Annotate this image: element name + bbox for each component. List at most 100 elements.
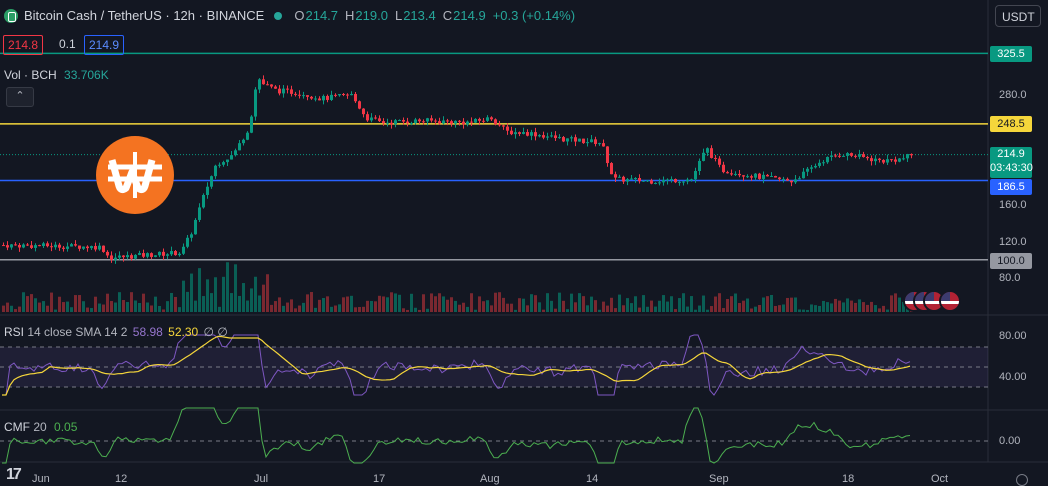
candle-body: [10, 244, 13, 248]
volume-bar: [318, 299, 321, 312]
settings-icon[interactable]: [1016, 474, 1028, 486]
volume-bar: [14, 309, 17, 312]
symbol-title[interactable]: Bitcoin Cash / TetherUS · 12h · BINANCE: [24, 8, 265, 23]
volume-bar: [742, 300, 745, 312]
volume-bar: [502, 297, 505, 312]
chevron-up-icon: ⌃: [15, 90, 25, 102]
candle-body: [702, 152, 705, 161]
volume-bar: [170, 292, 173, 312]
level-tag-248: 248.5: [990, 116, 1032, 132]
candle-body: [298, 94, 301, 96]
rsi-tick: 40.00: [999, 371, 1027, 383]
candle-body: [522, 132, 525, 134]
volume-bar: [254, 276, 257, 312]
candle-body: [282, 88, 285, 94]
cmf-legend: CMF 20 0.05: [4, 420, 77, 434]
collapse-legend-button[interactable]: ⌃: [6, 87, 34, 107]
volume-bar: [782, 304, 785, 312]
volume-bar: [582, 296, 585, 312]
candle-body: [750, 176, 753, 178]
volume-bar: [534, 295, 537, 312]
bitcoin-cash-watermark-logo: [96, 136, 174, 214]
volume-bar: [554, 308, 557, 312]
candle-body: [674, 178, 677, 183]
candle-body: [738, 173, 741, 176]
candle-body: [610, 163, 613, 175]
candle-body: [862, 154, 865, 158]
volume-bar: [538, 302, 541, 312]
candle-body: [370, 117, 373, 121]
volume-bar: [802, 309, 805, 312]
volume-bar: [270, 304, 273, 312]
time-tick: 17: [373, 473, 386, 485]
volume-bar: [634, 296, 637, 312]
candle-body: [626, 179, 629, 182]
volume-bar: [406, 309, 409, 312]
volume-bar: [610, 297, 613, 312]
volume-bar: [50, 292, 53, 312]
candle-body: [718, 158, 721, 165]
ask-price-box[interactable]: 214.9: [84, 35, 125, 55]
volume-bar: [370, 300, 373, 312]
volume-bar: [66, 301, 69, 312]
volume-bar: [550, 300, 553, 312]
candle-body: [490, 117, 493, 120]
candle-body: [658, 182, 661, 184]
candle-body: [394, 120, 397, 125]
candle-body: [690, 179, 693, 181]
us-flag-icon[interactable]: [939, 290, 961, 312]
candle-body: [134, 254, 137, 259]
volume-bar: [266, 274, 269, 312]
volume-bar: [766, 296, 769, 312]
candle-body: [806, 168, 809, 172]
volume-bar: [54, 309, 57, 312]
tradingview-logo[interactable]: 17: [6, 466, 22, 483]
volume-bar: [594, 300, 597, 312]
time-tick: Jul: [254, 473, 269, 485]
candle-body: [178, 253, 181, 256]
volume-bar: [230, 293, 233, 312]
candle-body: [290, 89, 293, 94]
candle-body: [54, 244, 57, 248]
volume-bar: [106, 293, 109, 312]
volume-bar: [222, 276, 225, 312]
volume-bar: [330, 306, 333, 312]
candle-body: [398, 119, 401, 121]
rsi-legend: RSI 14 close SMA 14 2 58.98 52.30 ∅ ∅: [4, 325, 228, 339]
candle-body: [434, 120, 437, 122]
candle-body: [158, 251, 161, 256]
candle-body: [602, 143, 605, 147]
volume-bar: [78, 295, 81, 312]
volume-bar: [166, 301, 169, 312]
volume-bar: [470, 293, 473, 312]
candle-body: [430, 118, 433, 121]
volume-bar: [522, 298, 525, 312]
candle-body: [406, 121, 409, 124]
candle-body: [818, 162, 821, 166]
candle-body: [798, 178, 801, 180]
volume-bar: [562, 300, 565, 312]
candle-body: [486, 117, 489, 121]
volume-bar: [838, 300, 841, 312]
candle-body: [226, 159, 229, 163]
candle-body: [218, 164, 221, 166]
volume-bar: [174, 296, 177, 312]
candle-body: [746, 176, 749, 178]
candle-body: [726, 172, 729, 174]
volume-bar: [234, 264, 237, 312]
volume-bar: [834, 298, 837, 312]
volume-bar: [214, 277, 217, 312]
candle-body: [270, 84, 273, 87]
volume-bar: [262, 284, 265, 312]
candle-body: [142, 253, 145, 257]
market-status-dot-icon: [274, 11, 283, 20]
bid-price-box[interactable]: 214.8: [3, 35, 44, 55]
currency-selector[interactable]: USDT: [995, 5, 1041, 27]
volume-bar: [746, 298, 749, 312]
candle-body: [182, 246, 185, 254]
candle-body: [266, 84, 269, 86]
volume-bar: [826, 302, 829, 312]
candle-body: [206, 186, 209, 195]
candle-body: [306, 95, 309, 97]
